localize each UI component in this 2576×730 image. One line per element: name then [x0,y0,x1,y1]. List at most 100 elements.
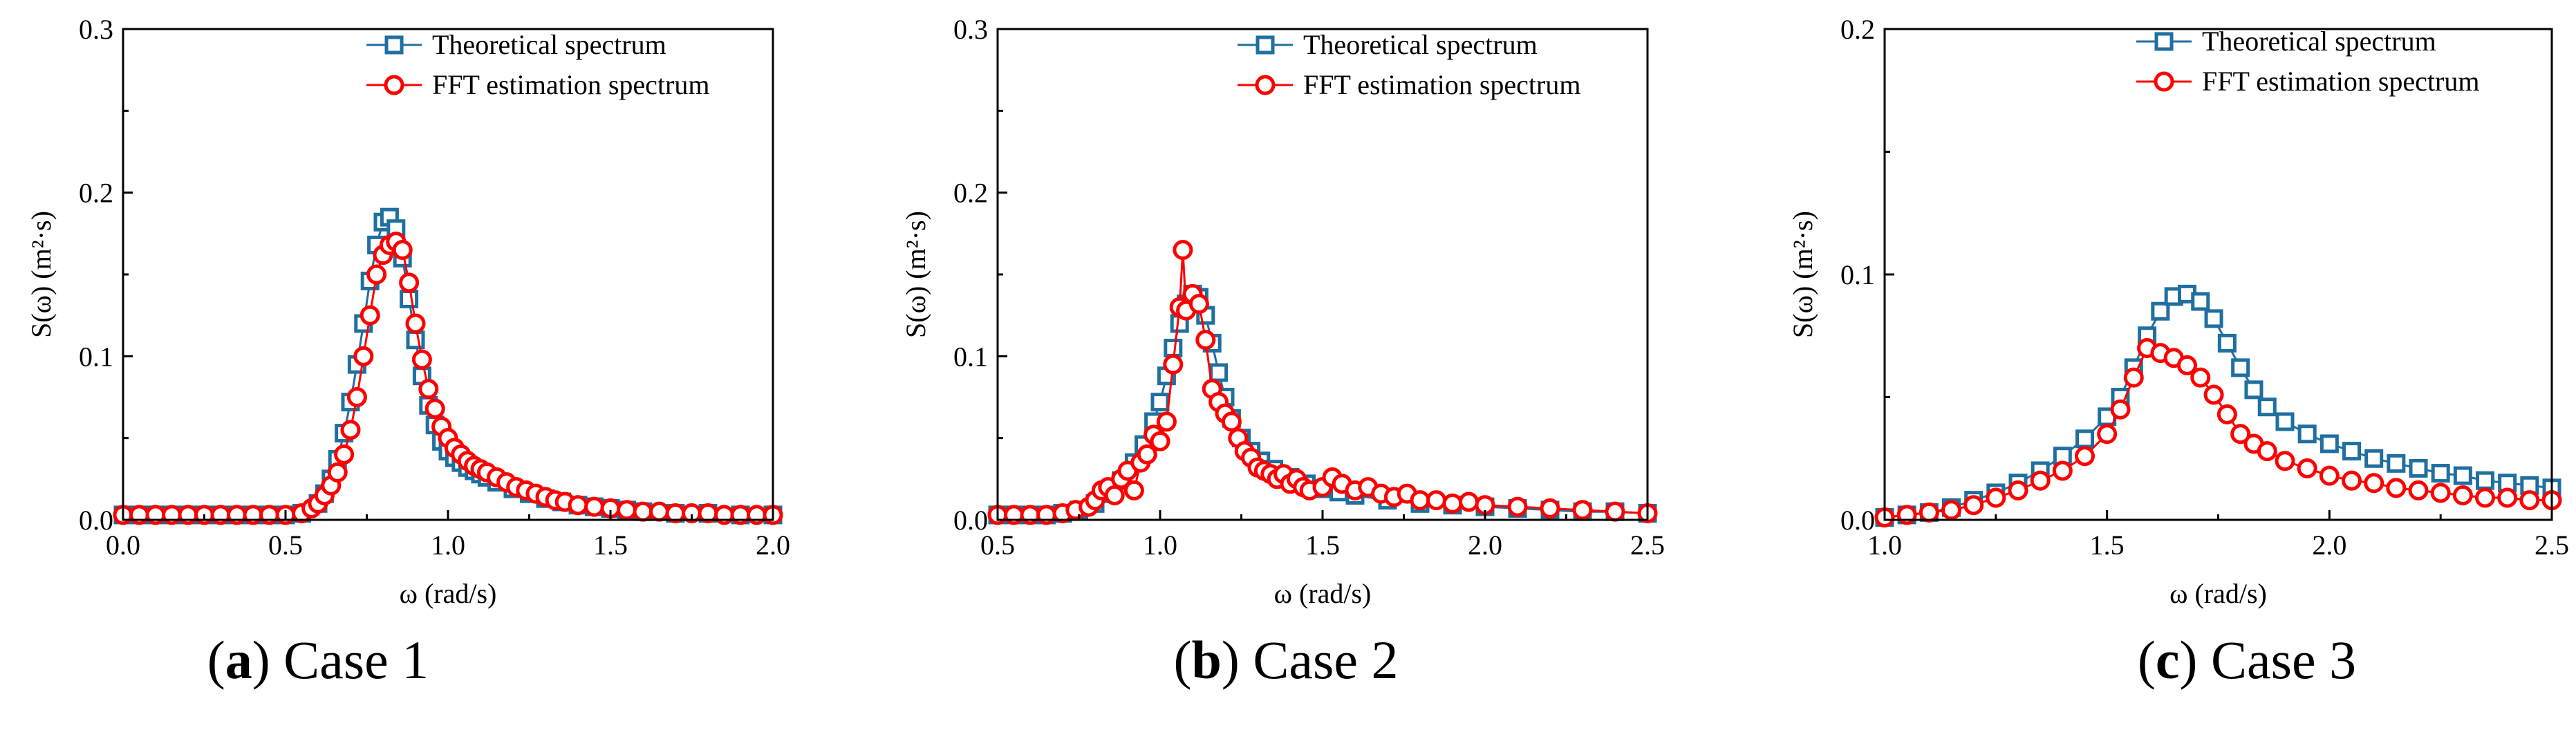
data-point-fft [360,305,380,326]
data-point-fft [633,501,653,522]
data-point-fft [340,420,361,440]
caption-b: (b) Case 2 [1173,630,1399,690]
x-tick-label: 2.0 [756,530,790,561]
data-point-theoretical [2151,301,2170,321]
data-point-fft [1459,492,1479,512]
data-point-theoretical [2409,458,2428,478]
data-point-fft [2052,460,2073,481]
legend: Theoretical spectrum FFT estimation spect… [1238,29,1580,100]
data-point-fft [2176,355,2197,375]
series-line-theoretical [123,215,773,516]
y-tick-label: 0.2 [953,178,988,209]
data-point-fft [2297,458,2317,478]
x-tick-label: 0.5 [268,530,303,561]
data-point-fft [2097,424,2118,444]
data-point-theoretical [2364,449,2384,468]
caption-text: Case 1 [283,630,429,690]
data-point-fft [1605,501,1625,522]
data-point-fft [399,272,420,293]
data-point-fft [1941,500,1961,521]
legend: Theoretical spectrum FFT estimation spect… [366,29,709,100]
y-tick-label: 0.2 [79,178,113,209]
series-line-fft [1884,346,2552,518]
data-point-fft [424,398,445,419]
data-point-theoretical [400,290,419,308]
x-tick-label: 1.0 [1143,530,1177,561]
data-point-fft [2190,367,2211,388]
data-point-fft [353,346,374,366]
data-point-fft [1195,330,1216,350]
data-point-fft [568,495,588,516]
data-point-fft [2203,384,2224,405]
panel-c: 1.0 1.5 2.0 2.5 0.0 0.1 0.2 ω (rad/s) S(ω) (m²·s… [1787,14,2569,609]
legend-label: Theoretical spectrum [432,29,666,60]
y-tick-label: 0.1 [79,341,113,372]
legend-marker [2154,71,2174,92]
data-point-fft [1173,240,1193,260]
data-point-theoretical [1164,339,1183,357]
data-point-fft [2008,480,2028,500]
data-point-fft [2257,441,2277,462]
caption-text: Case 2 [1253,630,1399,690]
data-point-fft [1410,490,1430,511]
data-point-fft [2216,404,2237,424]
legend-marker [1256,35,1275,55]
data-point-theoretical [2204,309,2223,328]
data-point-fft [1156,411,1177,432]
data-point-fft [405,313,426,334]
legend: Theoretical spectrum FFT estimation spect… [2136,26,2479,97]
y-tick-label: 0.0 [79,505,113,536]
x-tick-label: 2.5 [2535,530,2569,561]
data-point-fft [2275,451,2295,471]
data-point-fft [2519,490,2540,511]
data-point-theoretical [2320,434,2339,453]
data-point-theoretical [2275,412,2295,431]
data-point-fft [1540,498,1560,518]
data-point-theoretical [2387,453,2406,473]
data-point-fft [1442,493,1463,514]
data-point-fft [1507,496,1528,517]
y-tick-label: 0.0 [1840,505,1875,536]
data-point-fft [1986,487,2006,508]
data-point-theoretical [406,330,425,350]
x-tick-label: 1.5 [593,530,628,561]
data-point-fft [2110,399,2131,420]
data-point-theoretical [2231,358,2250,377]
legend-marker [384,75,404,95]
x-tick-label: 1.5 [1305,530,1340,561]
legend-marker [1255,75,1276,95]
x-tick-label: 1.0 [1867,530,1902,561]
data-point-fft [584,496,604,517]
data-point-fft [1104,485,1125,505]
data-point-theoretical [2075,429,2094,449]
plot-frame [996,28,1649,521]
x-axis-label: ω (rad/s) [400,578,497,609]
data-point-fft [2452,485,2473,505]
x-tick-label: 0.0 [106,530,140,561]
caption-letter: c [2155,630,2180,690]
legend-label: Theoretical spectrum [1303,29,1538,60]
data-point-fft [617,500,637,521]
x-tick-label: 1.5 [2090,530,2125,561]
data-point-fft [1572,500,1593,521]
data-point-theoretical [2476,471,2494,490]
x-tick-label: 2.0 [2312,530,2346,561]
caption-letter: b [1191,630,1222,690]
data-point-fft [1137,444,1157,465]
y-axis-label: S(ω) (m²·s) [26,211,57,338]
data-point-fft [392,240,413,260]
data-point-fft [2075,446,2095,467]
data-point-fft [1221,411,1242,432]
data-point-fft [2123,367,2144,388]
data-point-fft [2386,478,2407,498]
caption-a: (a) Case 1 [207,630,429,690]
panel-a: 0.0 0.5 1.0 1.5 2.0 0.0 0.1 0.2 0.3 ω (rad/s) S(ω)… [26,14,790,609]
data-point-fft [1188,294,1209,315]
data-point-theoretical [1150,393,1170,412]
data-point-fft [2408,480,2429,500]
data-point-fft [649,501,669,522]
legend-marker [384,35,404,55]
data-point-fft [2364,473,2384,494]
legend-label: FFT estimation spectrum [432,69,709,100]
